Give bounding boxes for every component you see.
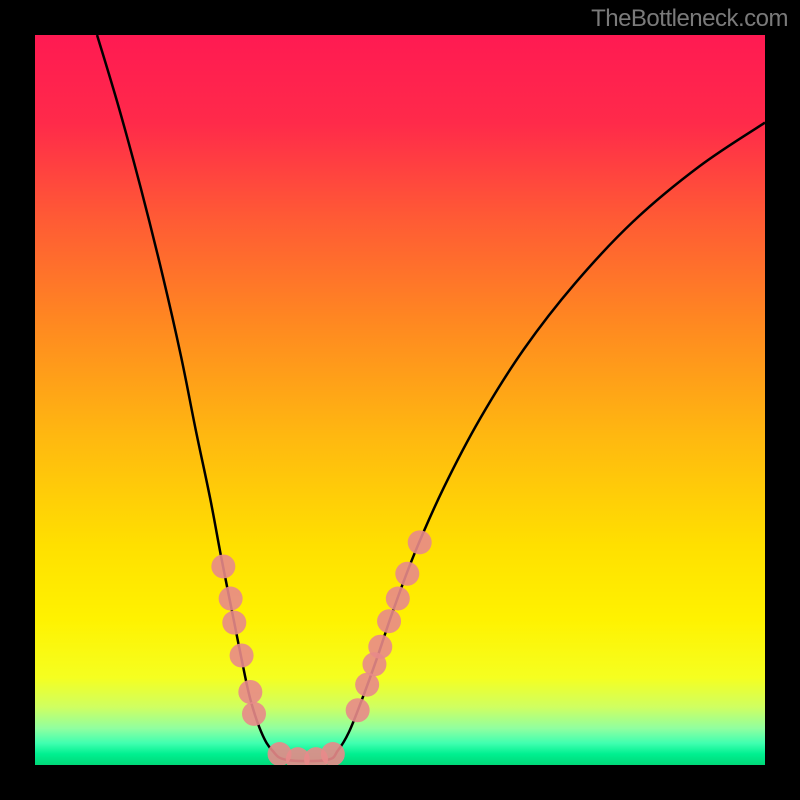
data-marker bbox=[368, 635, 392, 659]
data-marker bbox=[386, 587, 410, 611]
watermark-text: TheBottleneck.com bbox=[591, 5, 788, 33]
data-markers bbox=[35, 35, 765, 765]
data-marker bbox=[346, 698, 370, 722]
data-marker bbox=[211, 554, 235, 578]
data-marker bbox=[408, 530, 432, 554]
data-marker bbox=[219, 587, 243, 611]
data-marker bbox=[230, 644, 254, 668]
data-marker bbox=[321, 742, 345, 765]
data-marker bbox=[395, 562, 419, 586]
data-marker bbox=[355, 673, 379, 697]
plot-area bbox=[35, 35, 765, 765]
data-marker bbox=[222, 611, 246, 635]
data-marker bbox=[242, 702, 266, 726]
data-marker bbox=[377, 609, 401, 633]
data-marker bbox=[238, 680, 262, 704]
